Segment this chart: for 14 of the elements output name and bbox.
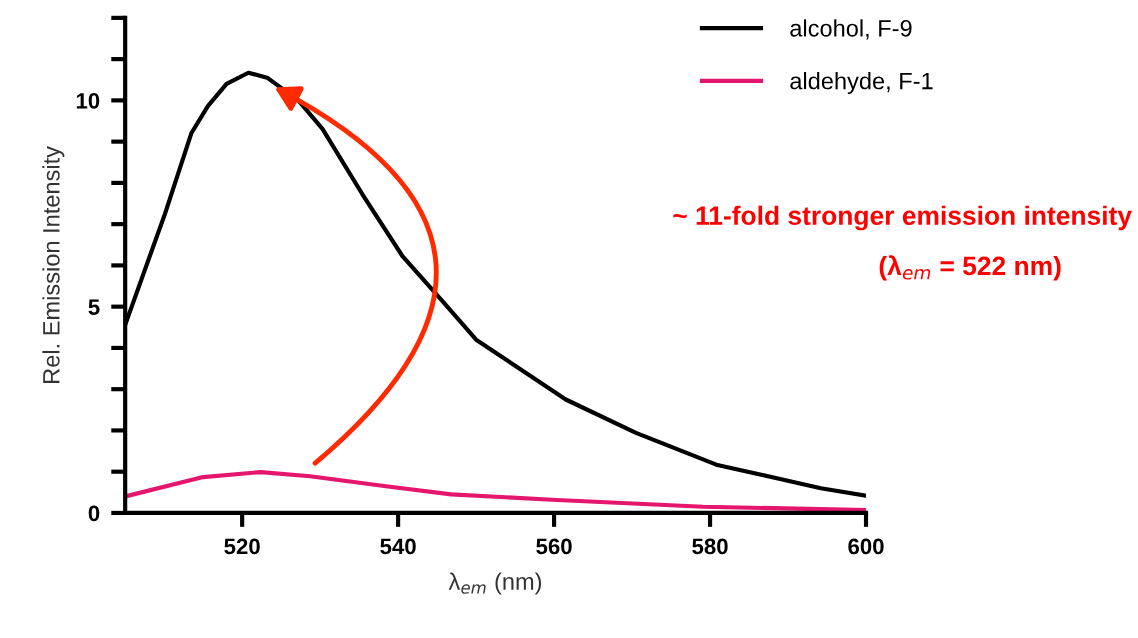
legend-label: alcohol, F-9 [790,19,912,40]
x-tick-label: 600 [848,538,884,555]
x-tick-label: 540 [380,538,416,555]
y-tick-label: 5 [88,299,100,315]
x-tick-label: 520 [224,538,260,555]
y-tick-label: 10 [76,92,100,109]
x-tick-label: 560 [536,538,572,555]
x-axis-title: λ$_{em}$ (nm) [448,572,542,595]
annotation: ~ 11-fold stronger emission intensity [673,205,1132,231]
text: (λ$_{em}$ = 522 nm) [879,255,1061,281]
x-tick-label: 580 [692,538,728,555]
y-axis-title: Rel. Emission Intensity [42,146,65,383]
y-tick-label: 0 [88,505,100,522]
legend-label: aldehyde, F-1 [790,72,933,95]
